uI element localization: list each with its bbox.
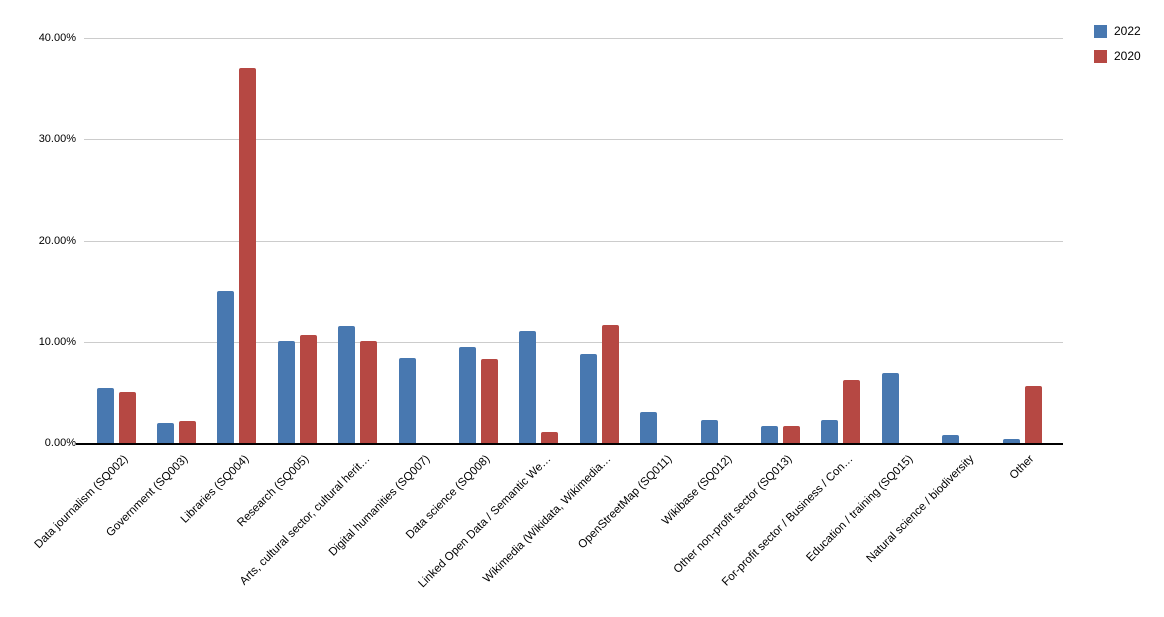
y-axis-tick-label: 30.00%	[38, 133, 76, 146]
bar-2022-col2	[156, 422, 174, 443]
bar-2022-col3	[217, 291, 235, 443]
bar-2022-col1	[96, 388, 114, 443]
bar-2022-col15	[942, 434, 960, 443]
bar-2020-col5	[360, 340, 378, 443]
y-axis-tick-label: 20.00%	[38, 234, 76, 247]
bar-2022-col13	[821, 419, 839, 443]
x-axis-line	[76, 443, 1063, 445]
bar-2022-col14	[881, 373, 899, 443]
legend-label: 2020	[1114, 49, 1141, 63]
legend-item-2020: 2020	[1094, 50, 1141, 63]
bar-2022-col11	[700, 419, 718, 443]
bar-2020-col12	[782, 425, 800, 443]
gridline	[84, 38, 1063, 39]
bar-2020-col2	[178, 420, 196, 443]
legend-swatch-icon	[1094, 50, 1107, 63]
bar-2022-col6	[398, 357, 416, 443]
bar-2020-col1	[118, 392, 136, 443]
legend-swatch-icon	[1094, 25, 1107, 38]
x-axis-tick-label: Other	[1007, 453, 1037, 482]
bar-2020-col13	[843, 380, 861, 443]
bar-2022-col16	[1002, 438, 1020, 443]
bar-2022-col8	[519, 330, 537, 443]
y-axis-tick-label: 40.00%	[38, 32, 76, 44]
bar-2020-col8	[541, 431, 559, 443]
gridline	[84, 240, 1063, 242]
bar-2020-col16	[1024, 386, 1042, 443]
legend-label: 2022	[1114, 24, 1141, 38]
bar-2022-col4	[277, 340, 295, 443]
gridline	[84, 139, 1063, 141]
bar-2022-col10	[640, 411, 658, 443]
bar-2022-col7	[458, 346, 476, 443]
chart-legend: 2022 2020	[1094, 25, 1141, 75]
y-axis-tick-label: 10.00%	[38, 335, 76, 348]
bar-2022-col9	[579, 353, 597, 443]
bar-2020-col4	[299, 334, 317, 443]
bar-2022-col5	[338, 325, 356, 443]
gridline	[84, 341, 1063, 343]
bar-2020-col7	[480, 358, 498, 443]
bar-2020-col9	[601, 324, 619, 443]
y-axis-tick-label: 0.00%	[44, 437, 76, 449]
legend-item-2022: 2022	[1094, 25, 1141, 38]
bar-2020-col3	[239, 68, 257, 443]
bar-2022-col12	[760, 425, 778, 443]
